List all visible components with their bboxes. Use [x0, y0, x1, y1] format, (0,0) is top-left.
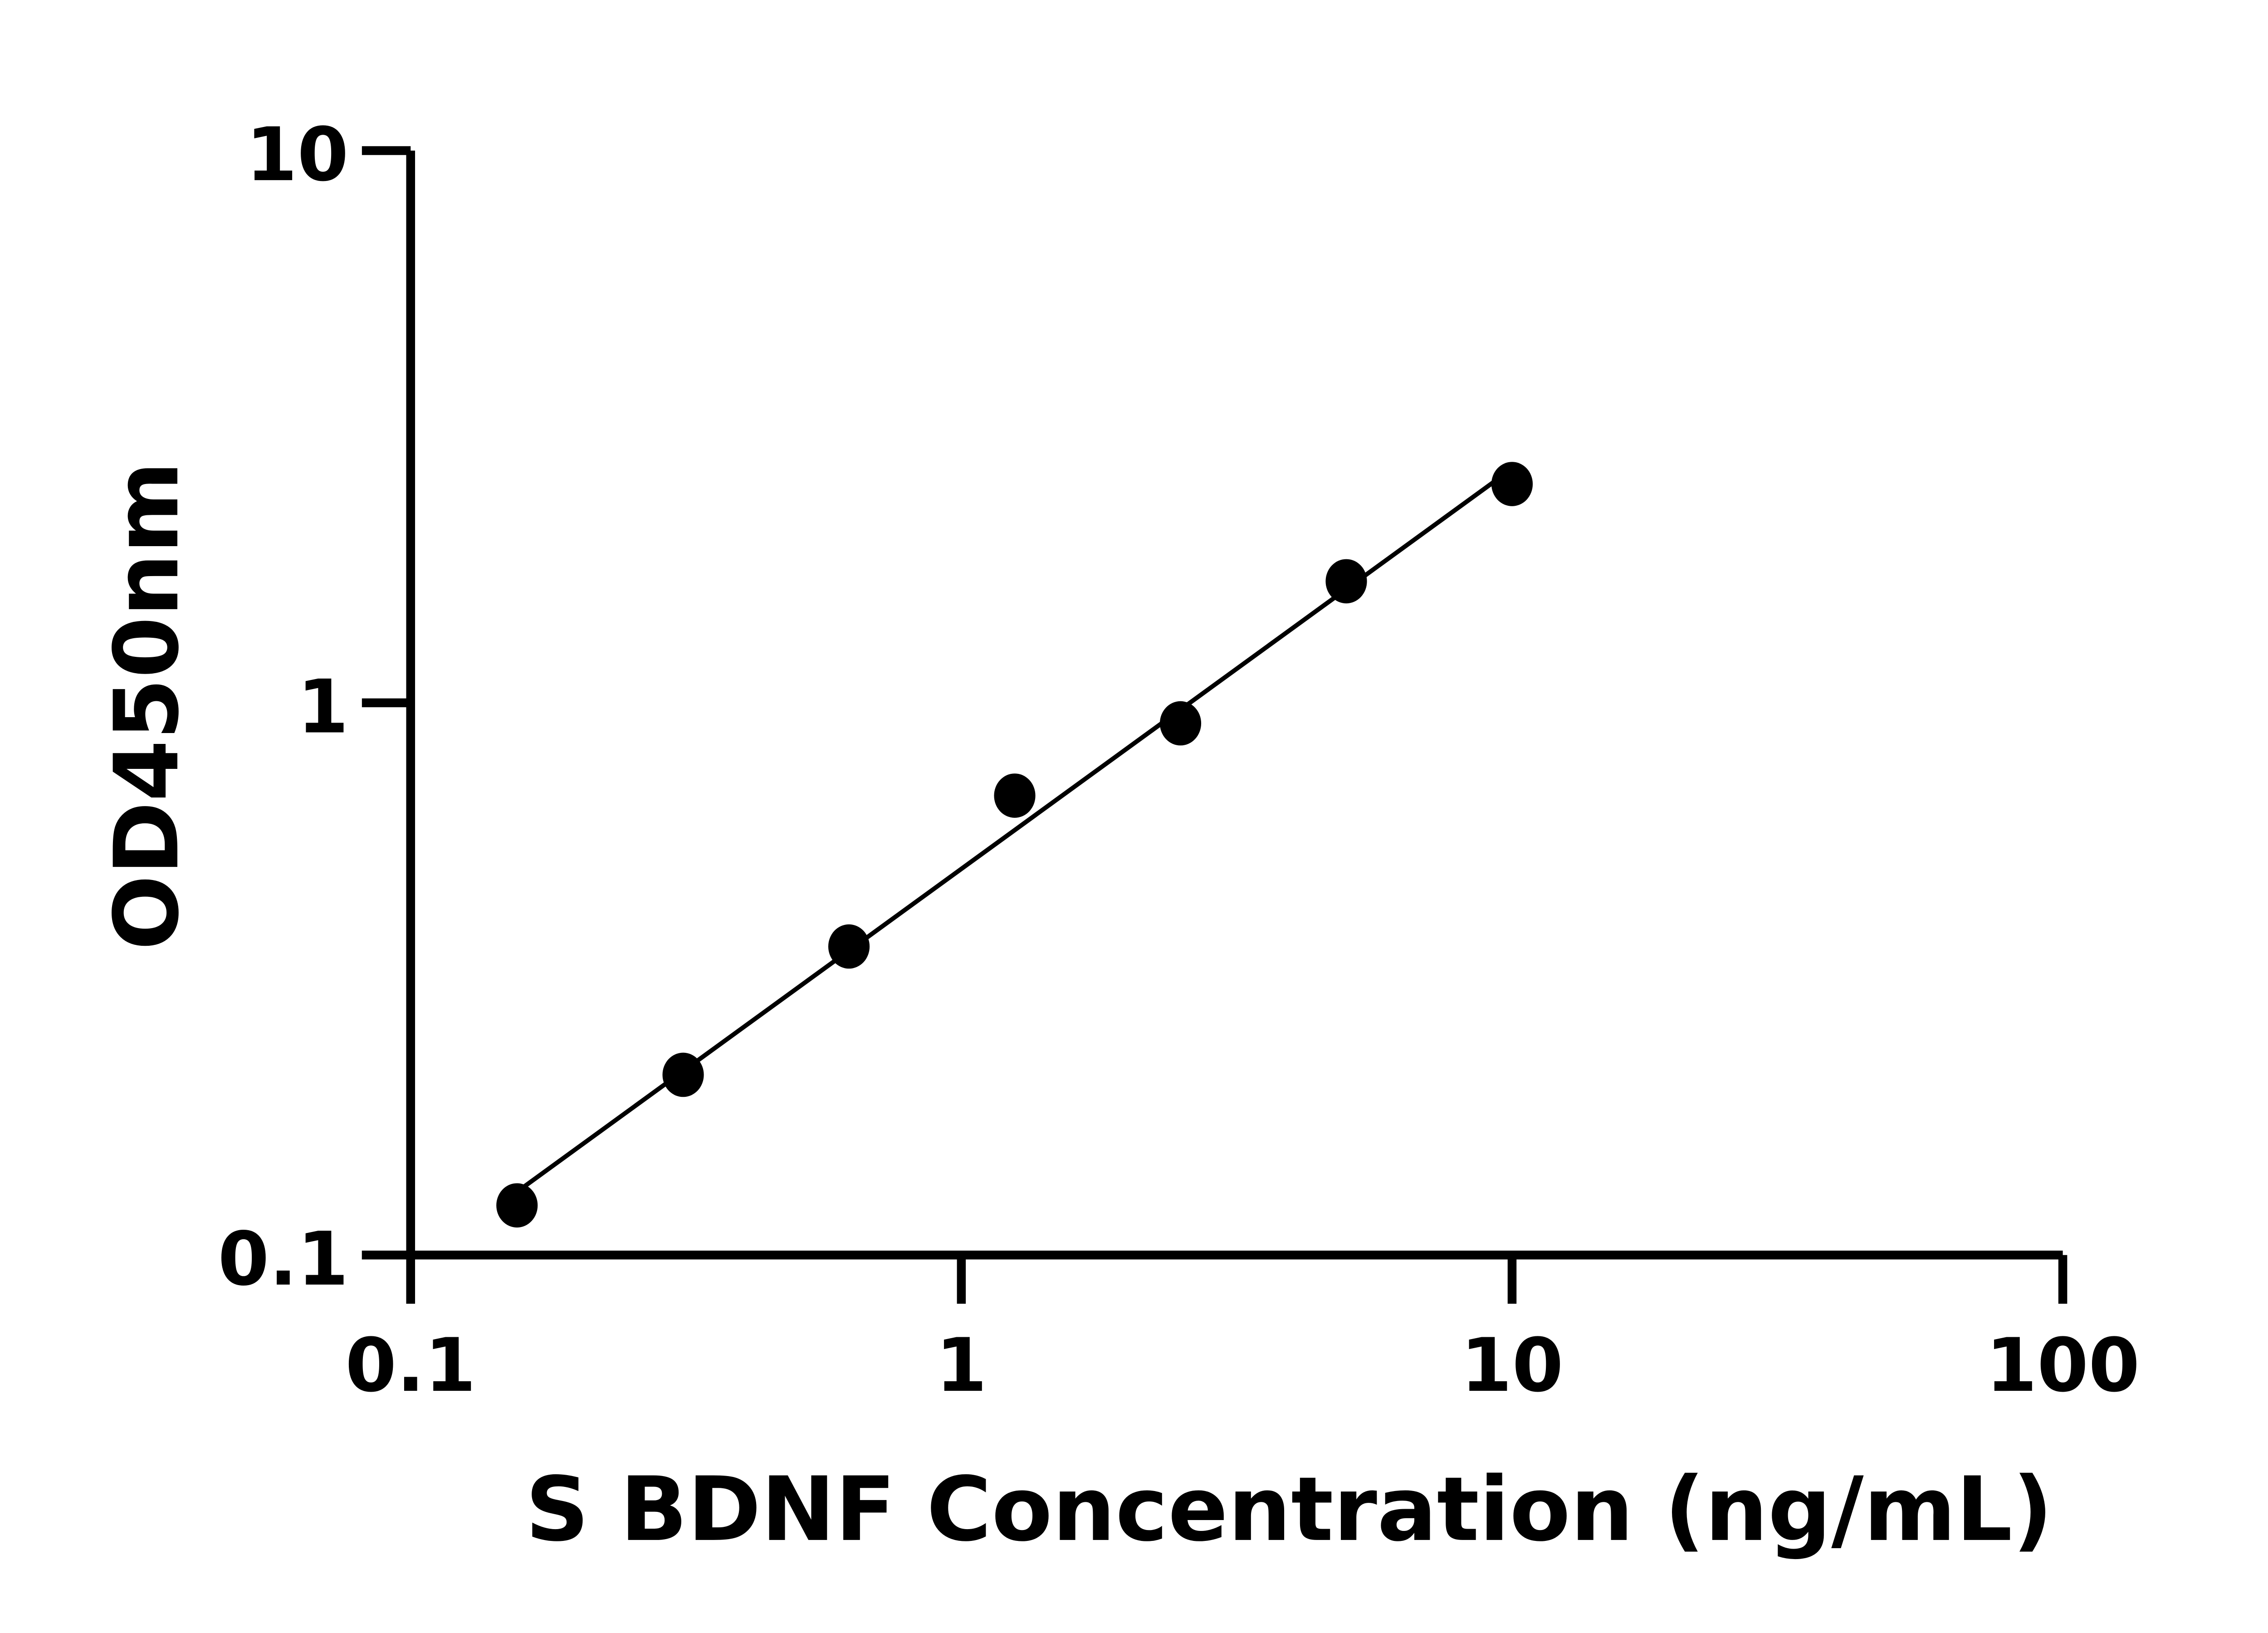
data-points [496, 462, 1533, 1228]
y-tick-label: 10 [246, 112, 348, 198]
data-point [496, 1183, 538, 1228]
data-point [662, 1052, 704, 1097]
x-tick-label: 10 [1461, 1323, 1563, 1408]
data-point [1325, 559, 1367, 604]
x-tick-label: 1 [936, 1323, 987, 1408]
data-point [1491, 462, 1533, 506]
y-axis-label: OD450nm [96, 461, 199, 950]
axes [362, 146, 2068, 1304]
x-tick-label: 0.1 [345, 1323, 476, 1408]
data-point [994, 773, 1036, 818]
data-point [1159, 701, 1202, 746]
data-point [828, 924, 870, 969]
x-tick-label: 100 [1986, 1323, 2140, 1408]
y-tick-label: 0.1 [218, 1217, 348, 1302]
x-axis-label: S BDNF Concentration (ng/mL) [525, 1458, 2053, 1561]
y-tick-label: 1 [297, 664, 348, 750]
